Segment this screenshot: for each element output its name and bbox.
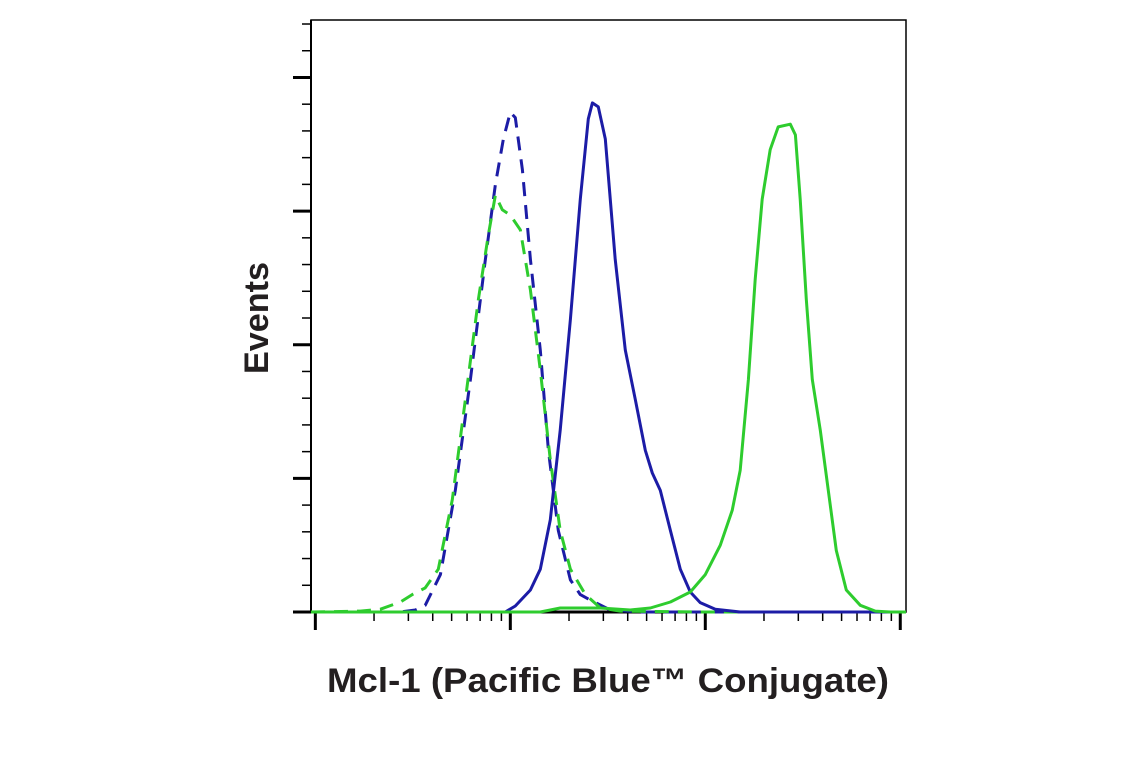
- dashed-histogram: [310, 193, 906, 614]
- histogram: [311, 101, 906, 614]
- dashed-histogram: [311, 110, 906, 614]
- x-axis-label: Mcl-1 (Pacific Blue™ Conjugate): [327, 662, 889, 700]
- y-axis-label: Events: [238, 262, 276, 374]
- plot-frame: [310, 19, 907, 613]
- histogram: [311, 122, 906, 614]
